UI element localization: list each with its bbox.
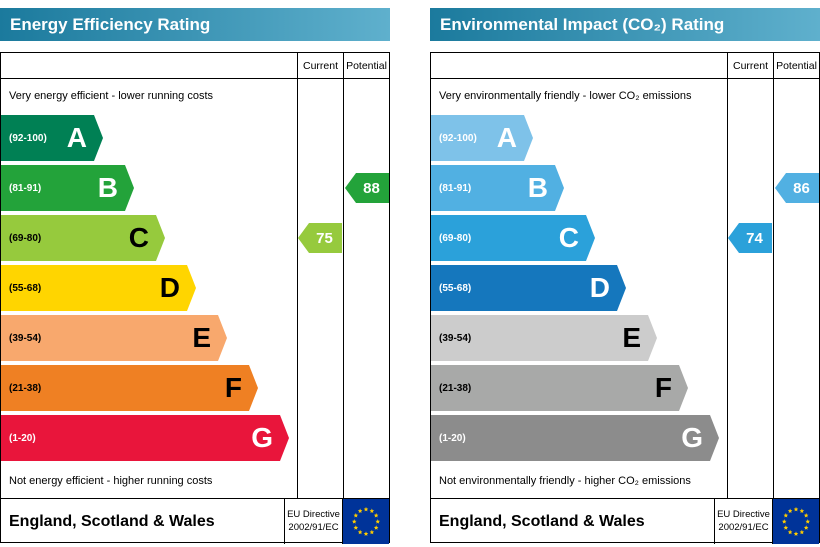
rating-body: Very environmentally friendly - lower CO… — [431, 79, 819, 498]
band-column-spacer — [1, 53, 297, 78]
energy-efficiency-chart: Energy Efficiency Rating Current Potenti… — [0, 8, 390, 544]
bands: (92-100) A (81-91) B (69-80) C (55-68) D (39-54)… — [431, 113, 819, 463]
band-letter: F — [654, 372, 672, 403]
eu-flag-icon — [772, 499, 819, 544]
band-row: (39-54) E — [431, 313, 819, 363]
band-row: (1-20) G — [431, 413, 819, 463]
potential-column-header: Potential — [773, 53, 819, 78]
band-g: (1-20) G — [1, 415, 289, 461]
environmental-impact-chart: Environmental Impact (CO₂) Rating Curren… — [430, 8, 820, 544]
band-row: (81-91) B — [431, 163, 819, 213]
band-d: (55-68) D — [1, 265, 196, 311]
column-divider — [773, 79, 774, 498]
band-c: (69-80) C — [1, 215, 165, 261]
eu-directive-line1: EU Directive — [717, 509, 770, 521]
band-range-label: (81-91) — [439, 182, 472, 194]
top-note: Very energy efficient - lower running co… — [9, 90, 214, 102]
bands: (92-100) A (81-91) B (69-80) C (55-68) D (39-54)… — [1, 113, 389, 463]
band-range-label: (92-100) — [9, 132, 47, 144]
environmental-rating-table: Current Potential Very environmentally f… — [430, 52, 820, 544]
eu-flag-icon — [342, 499, 389, 544]
potential-column-header: Potential — [343, 53, 389, 78]
band-letter: A — [66, 122, 87, 153]
column-header-row: Current Potential — [431, 53, 819, 79]
region-label: England, Scotland & Wales — [9, 512, 215, 530]
band-range-label: (69-80) — [439, 232, 472, 244]
region-label: England, Scotland & Wales — [439, 512, 645, 530]
current-column-header: Current — [727, 53, 773, 78]
band-letter: B — [527, 172, 548, 203]
band-row: (69-80) C — [431, 213, 819, 263]
rating-body: Very energy efficient - lower running co… — [1, 79, 389, 498]
chart-title: Energy Efficiency Rating — [10, 14, 211, 34]
band-range-label: (39-54) — [9, 332, 42, 344]
eu-directive-label: EU Directive 2002/91/EC — [714, 499, 772, 544]
band-row: (21-38) F — [431, 363, 819, 413]
energy-rating-table: Current Potential Very energy efficient … — [0, 52, 390, 544]
band-range-label: (92-100) — [439, 132, 477, 144]
band-letter: C — [558, 222, 579, 253]
band-range-label: (1-20) — [9, 432, 36, 444]
band-range-label: (21-38) — [9, 382, 42, 394]
band-letter: D — [159, 272, 180, 303]
eu-directive-line2: 2002/91/EC — [288, 521, 339, 533]
band-d: (55-68) D — [431, 265, 626, 311]
band-b: (81-91) B — [1, 165, 134, 211]
environmental-title-bar: Environmental Impact (CO₂) Rating — [430, 8, 820, 41]
band-column-spacer — [431, 53, 727, 78]
eu-directive-label: EU Directive 2002/91/EC — [284, 499, 342, 544]
band-e: (39-54) E — [431, 315, 657, 361]
band-range-label: (69-80) — [9, 232, 42, 244]
footer-row: England, Scotland & Wales EU Directive 2… — [431, 498, 819, 544]
column-divider — [727, 79, 728, 498]
band-row: (92-100) A — [431, 113, 819, 163]
current-rating-arrow: 75 — [298, 223, 342, 253]
band-e: (39-54) E — [1, 315, 227, 361]
band-row: (55-68) D — [1, 263, 389, 313]
band-range-label: (81-91) — [9, 182, 42, 194]
band-letter: C — [128, 222, 149, 253]
potential-rating-arrow: 88 — [345, 173, 389, 203]
band-c: (69-80) C — [431, 215, 595, 261]
chart-title: Environmental Impact (CO₂) Rating — [440, 14, 725, 34]
band-letter: E — [622, 322, 641, 353]
band-letter: B — [97, 172, 118, 203]
band-f: (21-38) F — [431, 365, 688, 411]
band-letter: G — [681, 422, 703, 453]
band-g: (1-20) G — [431, 415, 719, 461]
band-range-label: (21-38) — [439, 382, 472, 394]
band-letter: F — [224, 372, 242, 403]
column-divider — [343, 79, 344, 498]
column-divider — [297, 79, 298, 498]
band-letter: A — [496, 122, 517, 153]
band-row: (92-100) A — [1, 113, 389, 163]
band-row: (55-68) D — [431, 263, 819, 313]
footer-row: England, Scotland & Wales EU Directive 2… — [1, 498, 389, 544]
top-note: Very environmentally friendly - lower CO… — [439, 90, 692, 102]
current-column-header: Current — [297, 53, 343, 78]
eu-directive-line2: 2002/91/EC — [718, 521, 769, 533]
energy-title-bar: Energy Efficiency Rating — [0, 8, 390, 41]
band-letter: D — [589, 272, 610, 303]
band-range-label: (55-68) — [9, 282, 42, 294]
band-b: (81-91) B — [431, 165, 564, 211]
band-range-label: (55-68) — [439, 282, 472, 294]
band-letter: E — [192, 322, 211, 353]
band-f: (21-38) F — [1, 365, 258, 411]
band-row: (81-91) B — [1, 163, 389, 213]
eu-directive-line1: EU Directive — [287, 509, 340, 521]
bottom-note: Not environmentally friendly - higher CO… — [439, 474, 691, 487]
band-row: (21-38) F — [1, 363, 389, 413]
band-range-label: (39-54) — [439, 332, 472, 344]
band-row: (69-80) C — [1, 213, 389, 263]
bottom-note: Not energy efficient - higher running co… — [9, 474, 213, 487]
column-header-row: Current Potential — [1, 53, 389, 79]
band-row: (1-20) G — [1, 413, 389, 463]
band-a: (92-100) A — [1, 115, 103, 161]
band-letter: G — [251, 422, 273, 453]
band-range-label: (1-20) — [439, 432, 466, 444]
band-row: (39-54) E — [1, 313, 389, 363]
band-a: (92-100) A — [431, 115, 533, 161]
